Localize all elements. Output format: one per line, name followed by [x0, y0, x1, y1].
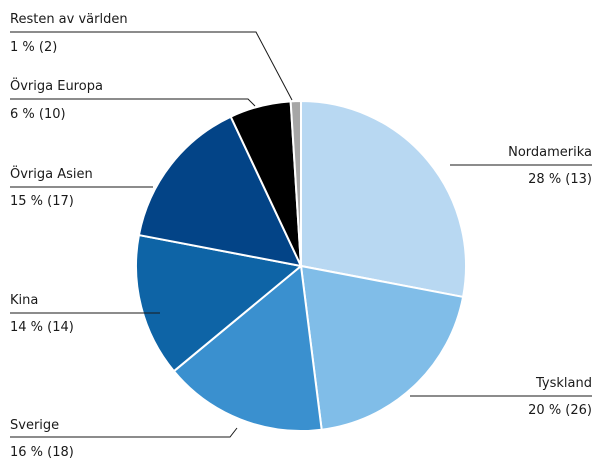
slice-label-5: Övriga Europa — [10, 77, 103, 94]
leader-line-2 — [10, 427, 238, 438]
pie-slice-0 — [300, 100, 468, 298]
pie-labels: Nordamerika 28 % (13) Tyskland 20 % (26) Sve… — [10, 12, 592, 459]
slice-value-5: 6 % (10) — [10, 107, 66, 122]
slice-value-4: 15 % (17) — [10, 194, 74, 209]
pie-slice-2 — [172, 265, 323, 432]
slice-label-2: Sverige — [10, 418, 59, 433]
pie-slice-6 — [289, 100, 302, 267]
slice-label-6: Resten av världen — [10, 12, 128, 27]
slice-value-1: 20 % (26) — [528, 403, 592, 418]
pie-slice-4 — [137, 115, 302, 267]
slice-value-6: 1 % (2) — [10, 40, 57, 55]
pie-slice-3 — [134, 234, 302, 373]
slice-value-2: 16 % (18) — [10, 445, 74, 459]
slice-value-3: 14 % (14) — [10, 320, 74, 335]
slice-label-4: Övriga Asien — [10, 165, 93, 182]
slice-label-1: Tyskland — [535, 376, 592, 391]
slice-label-0: Nordamerika — [508, 145, 592, 160]
slice-label-3: Kina — [10, 293, 38, 308]
slice-value-0: 28 % (13) — [528, 172, 592, 187]
leader-line-6 — [10, 31, 293, 101]
pie-slice-1 — [300, 265, 465, 431]
pie-slices — [134, 100, 468, 432]
leader-line-5 — [10, 98, 256, 107]
